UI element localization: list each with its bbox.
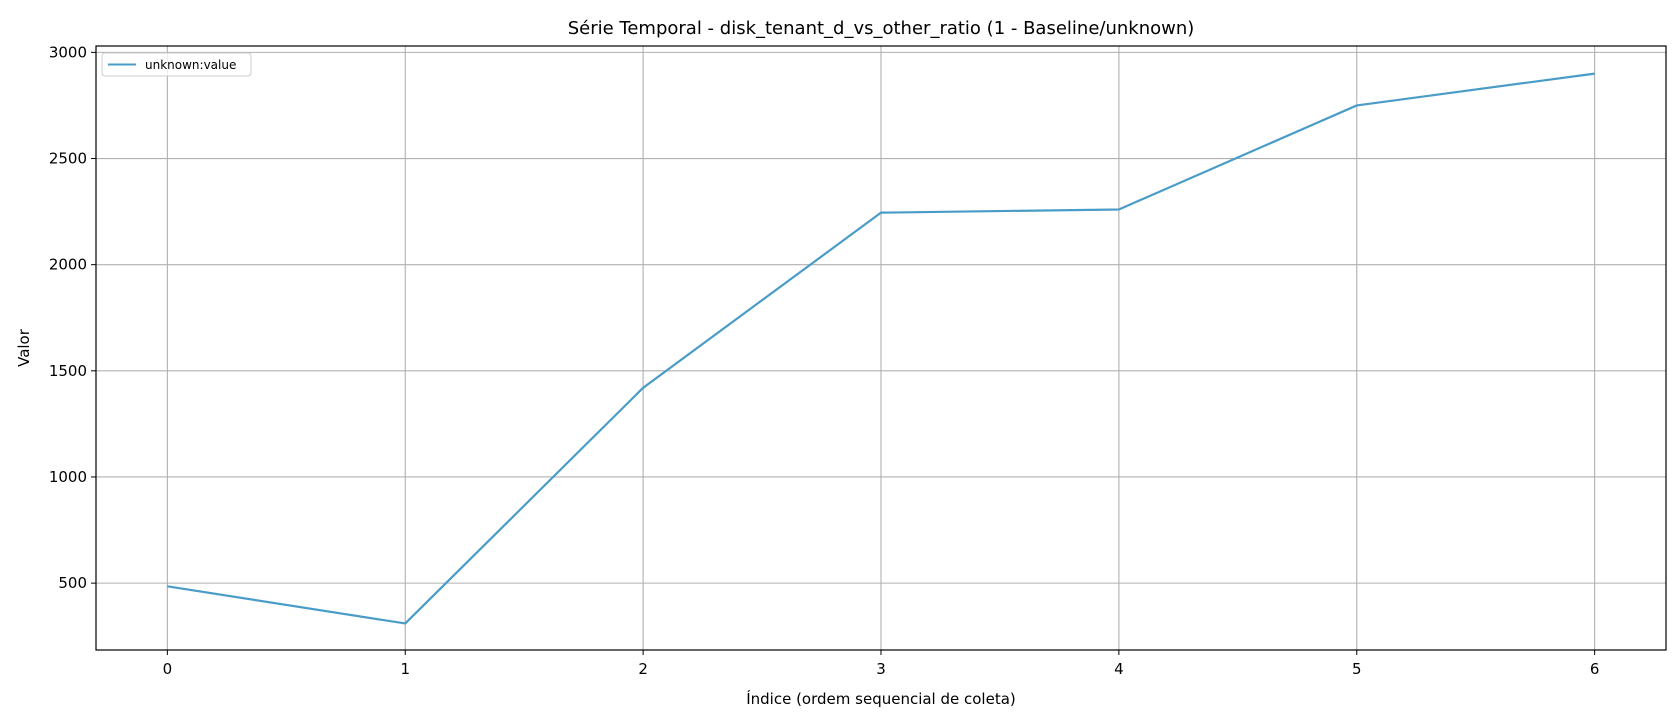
legend-label: unknown:value bbox=[145, 58, 236, 72]
x-tick-label: 6 bbox=[1590, 660, 1600, 678]
chart-title: Série Temporal - disk_tenant_d_vs_other_… bbox=[568, 18, 1195, 39]
x-tick-label: 5 bbox=[1352, 660, 1362, 678]
y-tick-label: 1500 bbox=[49, 362, 87, 380]
legend-box bbox=[101, 52, 252, 77]
series-layer bbox=[167, 72, 1595, 625]
y-tick-label: 3000 bbox=[49, 43, 87, 61]
y-tick-label: 1000 bbox=[49, 468, 87, 486]
x-tick-label: 1 bbox=[400, 660, 410, 678]
y-tick-label: 2000 bbox=[49, 256, 87, 274]
ticks: 0 1 2 3 4 5 6 500 1000 1500 2000 2500 3000 bbox=[49, 43, 1600, 678]
grid bbox=[96, 46, 1666, 650]
x-tick-label: 4 bbox=[1114, 660, 1124, 678]
x-tick-label: 2 bbox=[638, 660, 648, 678]
series-line bbox=[167, 72, 1595, 625]
x-axis-label: Índice (ordem sequencial de coleta) bbox=[746, 689, 1016, 708]
legend: unknown:value bbox=[101, 52, 252, 77]
y-tick-label: 500 bbox=[58, 574, 87, 592]
y-tick-label: 2500 bbox=[49, 150, 87, 168]
x-tick-label: 0 bbox=[163, 660, 173, 678]
y-axis-label: Valor bbox=[15, 328, 33, 367]
x-tick-label: 3 bbox=[876, 660, 886, 678]
